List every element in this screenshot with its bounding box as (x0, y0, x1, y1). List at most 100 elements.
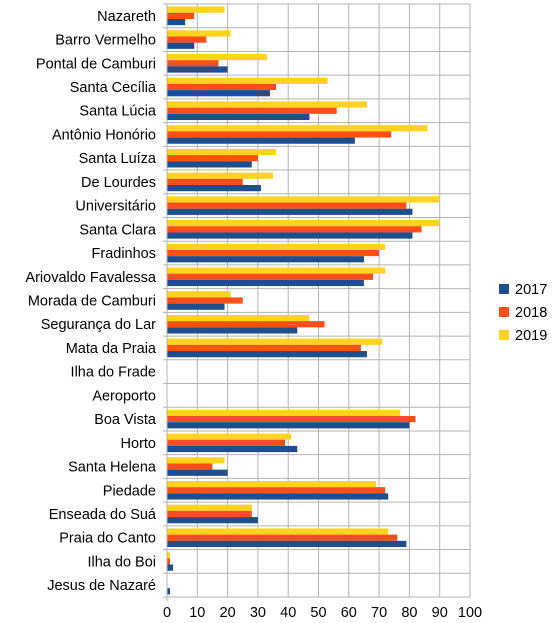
x-tick-label: 70 (371, 605, 387, 621)
bar-2018 (167, 534, 398, 541)
bar-2019 (167, 314, 310, 322)
bar-2017 (167, 540, 407, 547)
bar-2018 (167, 202, 407, 209)
category-label: Ilha do Frade (71, 365, 156, 381)
category-label: Piedade (103, 483, 156, 499)
bar-2019 (167, 125, 428, 132)
bar-2017 (167, 588, 171, 595)
bar-2018 (167, 321, 325, 328)
bar-2019 (167, 338, 383, 345)
bar-2017 (167, 469, 228, 476)
bar-2018 (167, 416, 416, 423)
bar-2019 (167, 54, 267, 61)
x-tick-label: 50 (310, 605, 326, 621)
bar-2017 (167, 422, 410, 429)
bar-2018 (167, 12, 195, 19)
bar-2017 (167, 517, 258, 524)
bar-2019 (167, 196, 440, 203)
bar-2017 (167, 42, 195, 49)
bar-2019 (167, 101, 367, 108)
bar-2018 (167, 558, 171, 565)
bar-2019 (167, 30, 231, 37)
bar-2018 (167, 155, 258, 162)
category-label: De Lourdes (81, 175, 156, 191)
bar-2018 (167, 463, 213, 470)
bar-2018 (167, 297, 243, 304)
category-label: Aeroporto (92, 388, 156, 404)
bar-2019 (167, 6, 225, 13)
bar-2017 (167, 445, 298, 453)
bar-2018 (167, 107, 337, 114)
x-tick-label: 20 (220, 605, 236, 621)
category-label: Antônio Honório (52, 127, 156, 143)
bar-2019 (167, 243, 386, 250)
category-label: Santa Clara (79, 222, 157, 238)
x-tick-label: 100 (458, 605, 482, 621)
bar-2018 (167, 178, 243, 185)
bar-2018 (167, 439, 286, 446)
category-label: Jesus de Nazaré (47, 578, 156, 594)
bar-2018 (167, 249, 380, 257)
bar-2018 (167, 487, 386, 494)
category-label: Santa Luíza (79, 151, 157, 167)
bar-2019 (167, 267, 386, 274)
legend-swatch-2019 (499, 330, 509, 340)
category-label: Nazareth (97, 9, 156, 25)
x-tick-label: 90 (432, 605, 448, 621)
category-label: Mata da Praia (66, 341, 157, 357)
bar-2018 (167, 131, 392, 138)
bar-2019 (167, 77, 328, 84)
legend: 2017 2018 2019 (499, 282, 547, 344)
bar-2018 (167, 510, 252, 518)
bar-2018 (167, 273, 374, 280)
legend-label: 2019 (515, 328, 547, 344)
x-tick-labels: 0 10 20 30 40 50 60 70 80 90 100 (163, 605, 482, 621)
x-tick-label: 60 (341, 605, 357, 621)
bar-2017 (167, 66, 228, 73)
bar-2017 (167, 137, 355, 144)
category-label: Universitário (75, 199, 156, 215)
bar-2018 (167, 60, 219, 67)
category-label: Santa Helena (68, 460, 157, 476)
bar-2018 (167, 36, 207, 43)
category-label: Segurança do Lar (41, 317, 156, 333)
bar-2017 (167, 279, 364, 287)
bar-2019 (167, 504, 252, 511)
bar-2019 (167, 148, 277, 156)
bar-2019 (167, 457, 225, 464)
bar-2017 (167, 113, 310, 121)
legend-label: 2018 (515, 305, 547, 321)
bar-2019 (167, 172, 274, 179)
bar-2017 (167, 185, 261, 192)
bar-2017 (167, 208, 413, 215)
category-label: Morada de Camburi (28, 294, 156, 310)
category-label: Pontal de Camburi (36, 56, 156, 72)
bar-2017 (167, 303, 225, 310)
bar-2017 (167, 90, 271, 97)
bar-2019 (167, 409, 401, 416)
bar-2019 (167, 433, 292, 440)
x-tick-label: 80 (401, 605, 417, 621)
category-label: Santa Lúcia (79, 104, 157, 120)
category-label: Praia do Canto (59, 531, 156, 547)
category-label: Barro Vermelho (55, 33, 156, 49)
category-label: Boa Vista (94, 412, 157, 428)
x-tick-label: 40 (280, 605, 296, 621)
bar-2017 (167, 256, 364, 263)
x-tick-label: 0 (163, 605, 171, 621)
legend-swatch-2018 (499, 307, 509, 317)
bar-2017 (167, 232, 413, 239)
category-label: Fradinhos (92, 246, 156, 262)
bar-2018 (167, 226, 422, 233)
bar-2017 (167, 493, 389, 500)
bar-2017 (167, 18, 186, 26)
bar-2017 (167, 351, 367, 358)
bar-2017 (167, 161, 252, 168)
category-label: Ilha do Boi (87, 554, 156, 570)
bar-2019 (167, 552, 171, 559)
category-label: Ariovaldo Favalessa (25, 270, 156, 286)
bars (167, 6, 440, 595)
x-tick-label: 30 (250, 605, 266, 621)
bar-2019 (167, 291, 231, 298)
